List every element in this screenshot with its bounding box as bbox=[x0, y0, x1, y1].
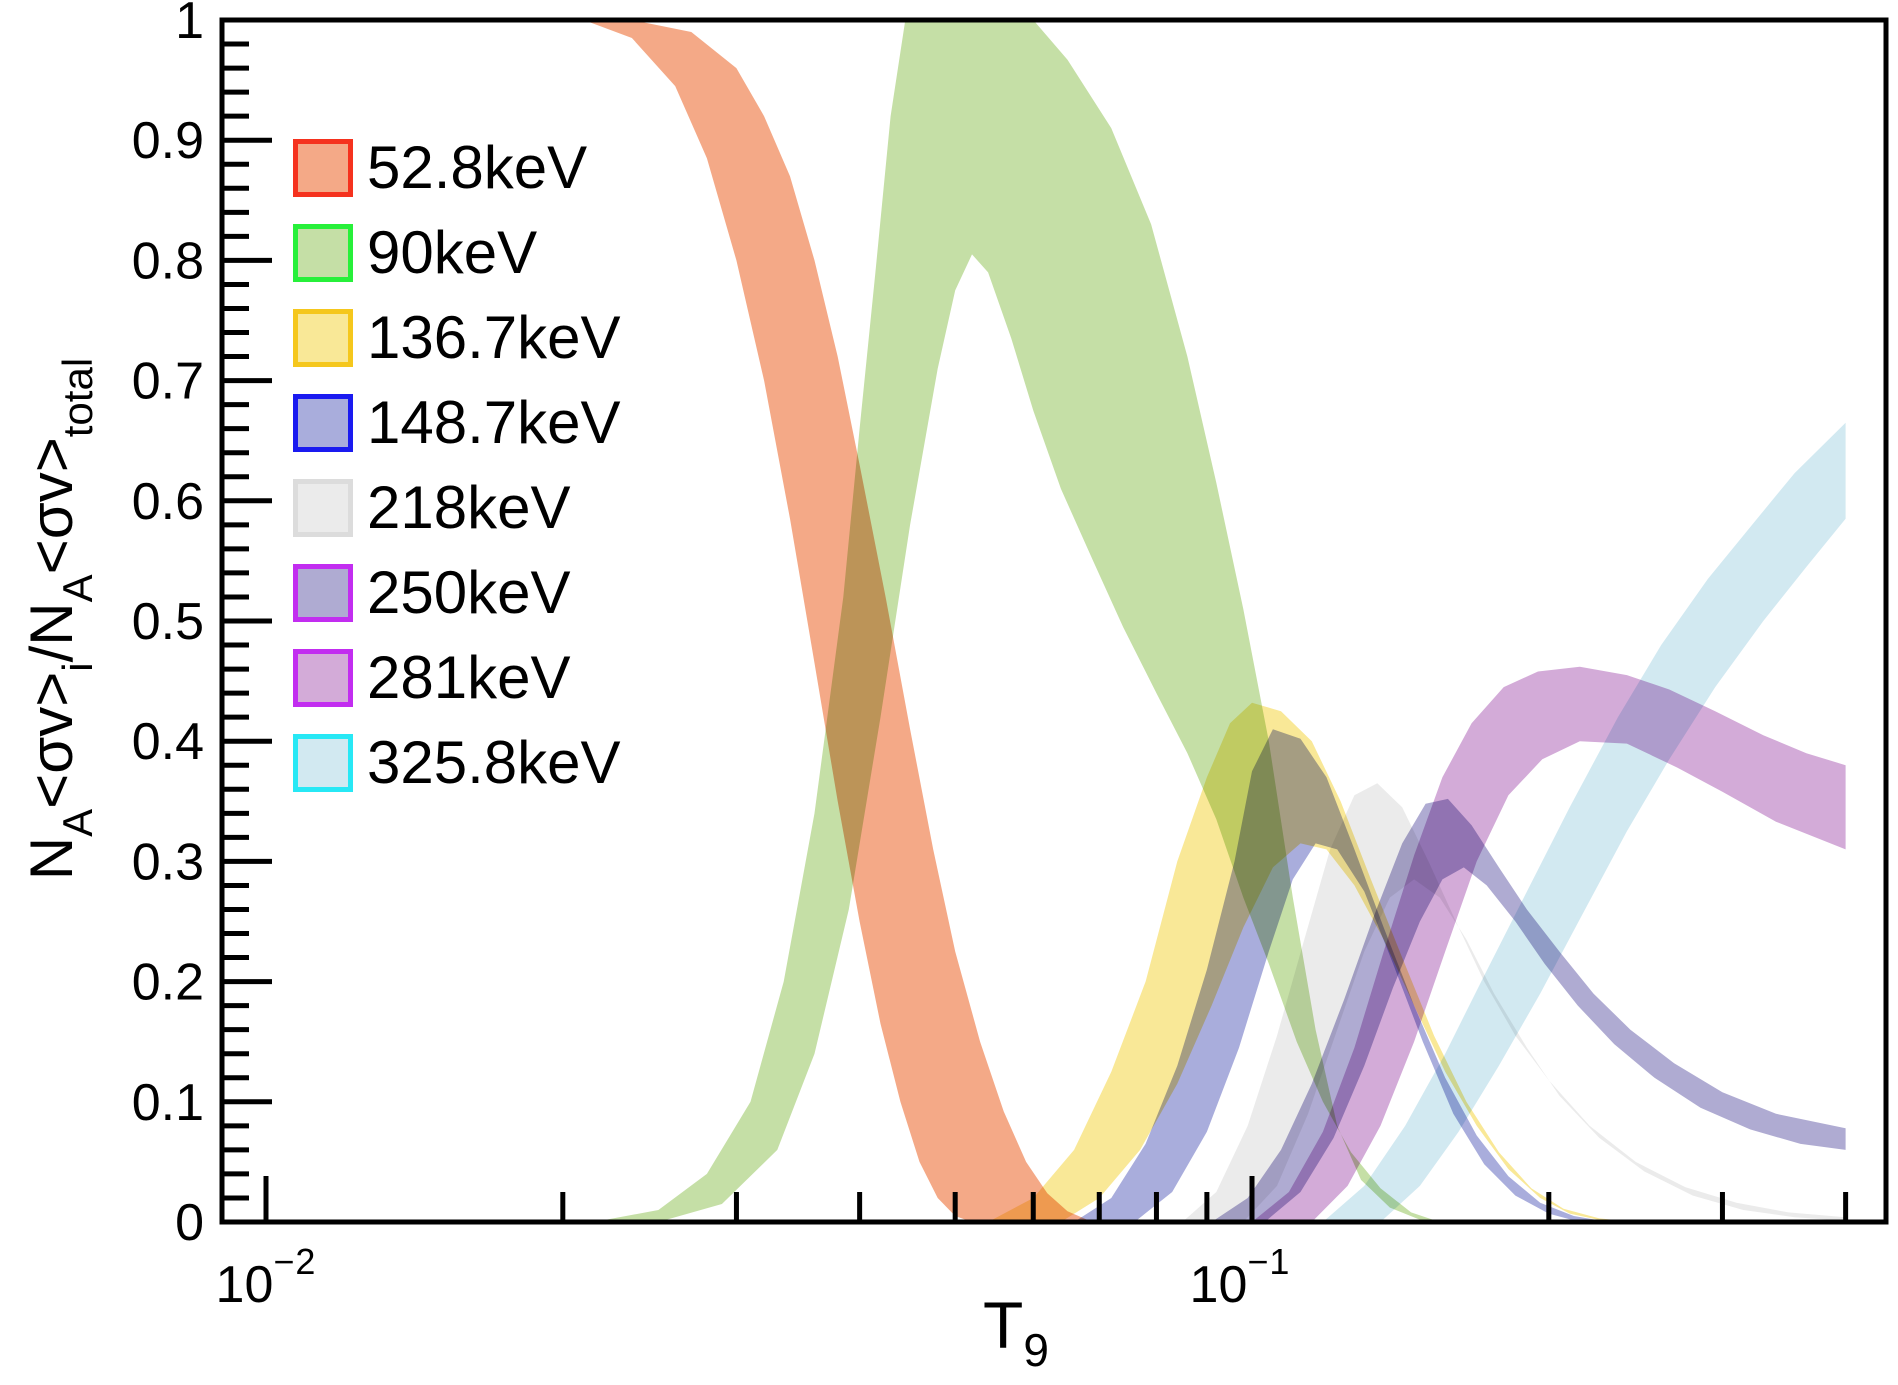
bands-group bbox=[244, 20, 1846, 1222]
legend-swatch-148.7keV bbox=[293, 394, 353, 452]
legend-label: 218keV bbox=[367, 474, 571, 541]
legend-label: 325.8keV bbox=[367, 729, 621, 796]
legend-item-90keV: 90keV bbox=[293, 223, 621, 283]
legend-item-148.7keV: 148.7keV bbox=[293, 393, 621, 453]
band-325.8keV bbox=[1322, 422, 1846, 1222]
legend-label: 148.7keV bbox=[367, 389, 621, 456]
y-tick-label: 0.6 bbox=[132, 473, 204, 531]
band-281keV bbox=[1252, 666, 1846, 1222]
legend-item-281keV: 281keV bbox=[293, 648, 621, 708]
legend-item-136.7keV: 136.7keV bbox=[293, 308, 621, 368]
band-218keV bbox=[1182, 783, 1846, 1222]
legend-item-218keV: 218keV bbox=[293, 478, 621, 538]
legend-label: 281keV bbox=[367, 644, 571, 711]
y-tick-label: 0.3 bbox=[132, 833, 204, 891]
y-axis-title: NA<σv>i/NA<σv>total bbox=[18, 357, 101, 881]
legend-swatch-281keV bbox=[293, 649, 353, 707]
legend-swatch-52.8keV bbox=[293, 139, 353, 197]
legend-item-52.8keV: 52.8keV bbox=[293, 138, 621, 198]
band-250keV bbox=[1211, 798, 1846, 1222]
legend-label: 90keV bbox=[367, 219, 538, 286]
legend-swatch-250keV bbox=[293, 564, 353, 622]
y-tick-label: 0.5 bbox=[132, 593, 204, 651]
legend-label: 250keV bbox=[367, 559, 571, 626]
y-tick-label: 0 bbox=[175, 1194, 204, 1252]
legend-swatch-325.8keV bbox=[293, 734, 353, 792]
legend-label: 52.8keV bbox=[367, 134, 588, 201]
x-tick-label-1e-1: 10−1 bbox=[1189, 1241, 1291, 1314]
y-tick-label: 0.4 bbox=[132, 713, 204, 771]
legend-swatch-136.7keV bbox=[293, 309, 353, 367]
legend-label: 136.7keV bbox=[367, 304, 621, 371]
band-52.8keV bbox=[244, 20, 1106, 1222]
legend-swatch-218keV bbox=[293, 479, 353, 537]
legend-item-325.8keV: 325.8keV bbox=[293, 733, 621, 793]
y-tick-label: 0.9 bbox=[132, 112, 204, 170]
band-136.7keV bbox=[988, 702, 1636, 1222]
legend: 52.8keV 90keV 136.7keV 148.7keV 218keV 2… bbox=[293, 138, 621, 818]
y-tick-label: 0.7 bbox=[132, 353, 204, 411]
x-axis-title: T9 bbox=[983, 1288, 1049, 1376]
y-tick-label: 0.2 bbox=[132, 954, 204, 1012]
band-148.7keV bbox=[1074, 729, 1609, 1222]
y-tick-label: 1 bbox=[175, 0, 204, 50]
legend-item-250keV: 250keV bbox=[293, 563, 621, 623]
y-tick-label: 0.1 bbox=[132, 1074, 204, 1132]
x-tick-label-1e-2: 10−2 bbox=[215, 1241, 317, 1314]
y-tick-label: 0.8 bbox=[132, 232, 204, 290]
axis-ticks bbox=[222, 17, 1849, 1225]
band-90keV bbox=[593, 20, 1440, 1222]
legend-swatch-90keV bbox=[293, 224, 353, 282]
